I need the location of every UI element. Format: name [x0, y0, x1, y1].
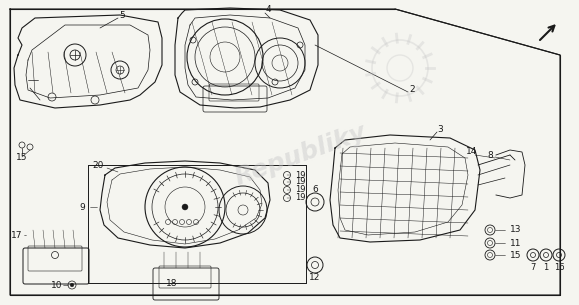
Text: 18: 18	[166, 278, 178, 288]
Text: 19: 19	[295, 178, 306, 186]
Text: 19: 19	[295, 193, 306, 203]
Text: 14: 14	[466, 148, 478, 156]
Circle shape	[70, 283, 74, 287]
Text: 19: 19	[295, 185, 306, 195]
Text: 13: 13	[510, 225, 522, 235]
Text: 19: 19	[295, 170, 306, 180]
Text: 16: 16	[554, 263, 565, 271]
Text: 3: 3	[437, 125, 443, 135]
Text: 5: 5	[119, 10, 125, 20]
Text: 4: 4	[265, 5, 271, 15]
Text: 10: 10	[50, 281, 62, 289]
Text: 17: 17	[10, 231, 22, 239]
Text: 15: 15	[16, 152, 28, 162]
Text: Republiky: Republiky	[231, 120, 369, 190]
Text: 15: 15	[510, 250, 522, 260]
Text: 20: 20	[93, 160, 104, 170]
Text: 7: 7	[530, 263, 536, 271]
Text: 2: 2	[409, 85, 415, 95]
Circle shape	[182, 204, 188, 210]
Text: 8: 8	[487, 150, 493, 160]
Text: 6: 6	[312, 185, 318, 195]
Text: 1: 1	[543, 263, 549, 271]
Text: 11: 11	[510, 239, 522, 247]
Text: 12: 12	[309, 274, 321, 282]
Text: 9: 9	[79, 203, 85, 211]
